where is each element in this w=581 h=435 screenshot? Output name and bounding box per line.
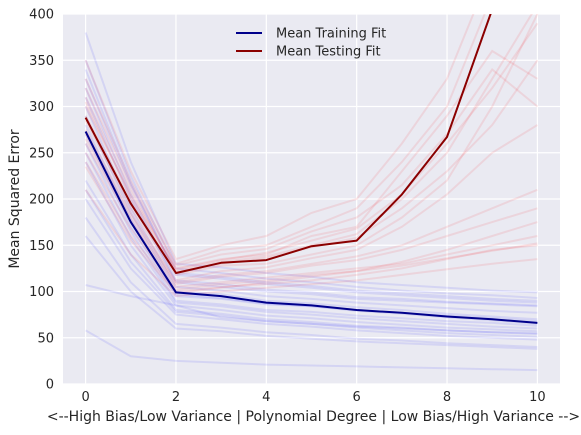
training-run-line: [84, 161, 538, 333]
mean-series: [84, 14, 538, 324]
x-tick-label: 10: [529, 390, 546, 405]
testing-run-line: [84, 124, 538, 282]
y-tick-label: 200: [29, 193, 54, 208]
training-run-line: [84, 235, 538, 350]
legend: Mean Training Fit Mean Testing Fit: [236, 27, 386, 60]
testing-run-line: [84, 161, 538, 293]
training-run-line: [84, 115, 538, 321]
training-run-line: [84, 96, 538, 308]
training-run-line: [84, 78, 538, 302]
testing-run-line: [84, 143, 538, 288]
legend-label-testing: Mean Testing Fit: [276, 45, 381, 60]
testing-run-line: [84, 166, 538, 295]
testing-run-line: [84, 133, 538, 284]
y-axis-label: Mean Squared Error: [7, 129, 23, 269]
testing-run-line: [84, 68, 539, 267]
training-run-line: [84, 87, 538, 307]
y-tick-label: 300: [29, 100, 54, 115]
training-run-line: [84, 106, 538, 314]
training-run-line: [84, 152, 538, 330]
mean-training-line: [84, 131, 538, 324]
training-run-line: [84, 189, 538, 338]
y-tick-label: 400: [29, 8, 54, 23]
testing-run-line: [84, 14, 539, 277]
training-run-line: [85, 284, 538, 335]
x-tick-label: 8: [443, 390, 451, 405]
x-tick-labels: 0 2 4 6 8 10: [81, 390, 545, 405]
testing-run-line: [84, 189, 538, 298]
training-run-line: [85, 329, 538, 372]
x-tick-label: 0: [81, 390, 89, 405]
y-tick-labels: 0 50 100 150 200 250 300 350 400: [29, 8, 54, 393]
y-tick-label: 0: [46, 378, 54, 393]
x-tick-label: 2: [172, 390, 180, 405]
training-run-line: [84, 143, 538, 327]
legend-label-training: Mean Training Fit: [276, 27, 386, 42]
training-run-line: [84, 59, 538, 299]
background-runs: [84, 14, 539, 372]
training-run-line: [84, 69, 538, 304]
testing-run-line: [84, 14, 486, 265]
y-tick-label: 250: [29, 146, 54, 161]
training-run-line: [84, 198, 538, 341]
testing-run-line: [84, 22, 539, 271]
testing-run-line: [84, 138, 538, 286]
y-tick-label: 150: [29, 239, 54, 254]
testing-run-line: [84, 14, 475, 261]
mean-testing-line: [84, 14, 492, 274]
training-run-line: [84, 216, 538, 348]
training-run-line: [84, 32, 538, 294]
y-tick-label: 100: [29, 285, 54, 300]
x-axis-label: <--High Bias/Low Variance | Polynomial D…: [47, 409, 580, 425]
y-tick-label: 50: [37, 331, 54, 346]
y-tick-label: 350: [29, 54, 54, 69]
x-tick-label: 6: [353, 390, 361, 405]
x-tick-label: 4: [262, 390, 270, 405]
training-run-line: [84, 179, 538, 336]
